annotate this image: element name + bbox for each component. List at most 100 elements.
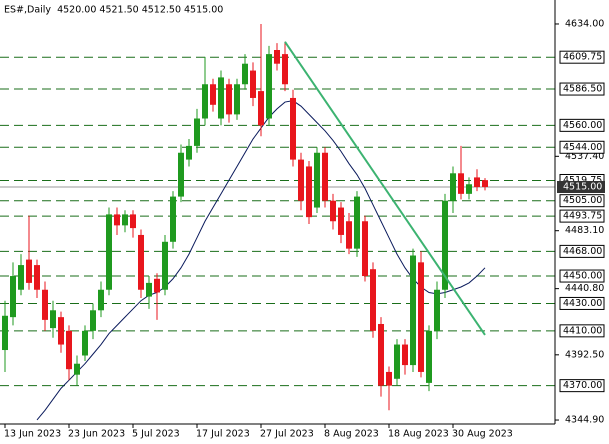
candle-body	[122, 214, 128, 226]
candle-body	[314, 152, 320, 208]
candle-body	[106, 214, 112, 290]
level-label: 4370.00	[563, 380, 602, 391]
candle-body	[98, 289, 104, 311]
level-label: 4560.00	[563, 120, 602, 131]
candle-body	[114, 214, 120, 226]
candle-body	[378, 323, 384, 386]
candle-body	[322, 152, 328, 201]
y-tick-label: 4483.10	[565, 225, 604, 236]
y-tick-label: 4344.90	[565, 415, 604, 426]
level-label-box	[559, 50, 605, 64]
candle-body	[34, 265, 40, 290]
candle-body	[178, 152, 184, 197]
candle-body	[354, 196, 360, 249]
candle-body	[386, 371, 392, 386]
candle-body	[226, 84, 232, 115]
candle-body	[18, 265, 24, 290]
level-label: 4493.75	[563, 211, 602, 222]
candle-body	[250, 70, 256, 98]
candle-body	[146, 282, 152, 297]
candle-body	[210, 84, 216, 105]
chart-title: ES#,Daily 4520.00 4521.50 4512.50 4515.0…	[4, 5, 223, 16]
candle-body	[258, 91, 264, 126]
candle-body	[298, 159, 304, 201]
level-label: 4519.75	[563, 175, 602, 186]
last-price-label: 4515.00	[563, 181, 602, 192]
level-label: 4430.00	[563, 298, 602, 309]
x-tick-label: 30 Aug 2023	[452, 429, 513, 440]
level-label: 4505.00	[563, 195, 602, 206]
candle-body	[66, 330, 72, 370]
candle-body	[170, 196, 176, 242]
x-tick-label: 18 Aug 2023	[388, 429, 449, 440]
x-tick-label: 23 Jun 2023	[68, 429, 125, 440]
candle-body	[2, 315, 8, 351]
candle-body	[450, 173, 456, 201]
candle-body	[58, 317, 64, 345]
level-label: 4410.00	[563, 325, 602, 336]
candle-body	[202, 84, 208, 119]
candle-body	[466, 184, 472, 194]
candle-body	[162, 241, 168, 290]
candle-body	[42, 289, 48, 320]
candle-body	[418, 262, 424, 372]
y-tick-label: 4440.80	[565, 283, 604, 294]
level-label: 4609.75	[563, 52, 602, 63]
trendline	[284, 41, 486, 336]
x-tick-label: 5 Jul 2023	[132, 429, 180, 440]
candle-body	[474, 177, 480, 187]
candle-body	[50, 310, 56, 329]
candle-body	[426, 330, 432, 383]
x-tick-label: 27 Jul 2023	[260, 429, 314, 440]
candle-body	[442, 200, 448, 290]
candle-body	[10, 276, 16, 318]
candle-body	[74, 363, 80, 375]
candle-body	[290, 97, 296, 160]
x-tick-label: 17 Jul 2023	[196, 429, 250, 440]
candle-body	[458, 173, 464, 194]
candle-body	[90, 310, 96, 331]
candle-body	[130, 214, 136, 229]
candle-body	[274, 50, 280, 64]
candle-body	[242, 63, 248, 85]
x-tick-label: 8 Aug 2023	[324, 429, 379, 440]
candle-body	[186, 145, 192, 160]
candle-body	[218, 77, 224, 119]
candle-body	[346, 221, 352, 249]
candle-body	[434, 289, 440, 331]
y-tick-label: 4392.50	[565, 349, 604, 360]
level-label-box	[559, 324, 605, 338]
candle-body	[362, 221, 368, 277]
candle-body	[410, 255, 416, 366]
candle-body	[26, 259, 32, 283]
level-label-box	[559, 244, 605, 258]
level-label-box	[559, 82, 605, 96]
candle-body	[370, 269, 376, 331]
last-price-box	[557, 180, 605, 193]
level-label: 4450.00	[563, 271, 602, 282]
level-label-box	[559, 296, 605, 310]
level-label: 4586.50	[563, 84, 602, 95]
candle-body	[482, 180, 488, 187]
candle-body	[138, 234, 144, 290]
level-label: 4544.00	[563, 142, 602, 153]
candle-body	[194, 118, 200, 146]
level-label-box	[559, 118, 605, 132]
candle-body	[266, 54, 272, 119]
candle-body	[282, 54, 288, 85]
candle-body	[306, 166, 312, 218]
candle-body	[234, 84, 240, 115]
candle-body	[394, 344, 400, 379]
candle-body	[82, 330, 88, 356]
level-label-box	[559, 269, 605, 283]
level-label-box	[559, 140, 605, 154]
level-label-box	[559, 194, 605, 208]
candle-body	[330, 200, 336, 222]
y-tick-label: 4634.00	[565, 18, 604, 29]
candle-body	[338, 207, 344, 235]
level-label-box	[559, 379, 605, 393]
candle-body	[402, 344, 408, 366]
x-tick-label: 13 Jun 2023	[4, 429, 61, 440]
